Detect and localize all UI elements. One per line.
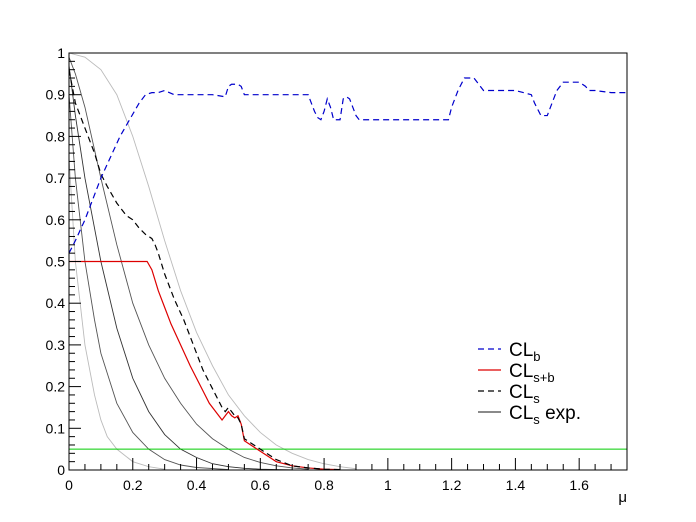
- series-line-exp_2sigma_up: [68, 52, 357, 470]
- y-tick-label: 0.7: [46, 170, 66, 186]
- legend-label-clb: CLb: [509, 340, 541, 364]
- x-axis: 0 0.2 0.4 0.6 0.8 1 1.2 1.4 1.6: [65, 458, 628, 493]
- legend-label-sub: b: [533, 349, 540, 364]
- x-tick-label: 1.6: [569, 477, 589, 493]
- series-line-exp_median: [68, 65, 293, 471]
- legend-label-sub: s: [533, 391, 540, 406]
- y-axis: 0 0.1 0.2 0.3 0.4 0.5 0.6 0.7 0.8 0.9 1: [46, 45, 81, 478]
- y-tick-label: 0.6: [46, 212, 66, 228]
- x-tick-label: 0.2: [123, 477, 143, 493]
- legend-label-clsb: CLs+b: [509, 361, 555, 385]
- legend-label-main: CL: [509, 340, 533, 361]
- series-line-exp_1sigma_up: [68, 57, 309, 470]
- x-tick-label: 1.2: [442, 477, 462, 493]
- legend-label-clsexp: CLs exp.: [509, 403, 581, 427]
- series-line-exp_1sigma_down: [68, 94, 229, 471]
- series-line-clsb: [69, 260, 341, 471]
- y-tick-label: 0.8: [46, 128, 66, 144]
- series-line-clb: [68, 77, 627, 254]
- legend-label-sub: s: [533, 412, 540, 427]
- x-axis-label: μ: [618, 489, 627, 506]
- legend-label-main: CL: [509, 382, 533, 403]
- legend-label-main: CL: [509, 361, 533, 382]
- x-tick-label: 0.4: [187, 477, 207, 493]
- y-tick-label: 0.5: [46, 254, 66, 270]
- legend-label-main: CL: [509, 403, 533, 424]
- series-layer: [68, 52, 627, 471]
- x-tick-label: 1.4: [506, 477, 526, 493]
- x-tick-label: 0.8: [314, 477, 334, 493]
- y-tick-label: 0: [57, 462, 65, 478]
- legend-label-cls: CLs: [509, 382, 540, 406]
- y-tick-label: 0.1: [46, 420, 66, 436]
- legend-label-sub: s+b: [533, 370, 554, 385]
- y-tick-label: 0.4: [46, 295, 66, 311]
- y-tick-label: 0.2: [46, 379, 66, 395]
- legend-label-suffix: exp.: [540, 403, 581, 424]
- x-tick-label: 1: [384, 477, 392, 493]
- y-tick-label: 0.9: [46, 87, 66, 103]
- y-tick-label: 1: [57, 45, 65, 61]
- x-tick-label: 0.6: [251, 477, 271, 493]
- y-tick-label: 0.3: [46, 337, 66, 353]
- x-tick-label: 0: [65, 477, 73, 493]
